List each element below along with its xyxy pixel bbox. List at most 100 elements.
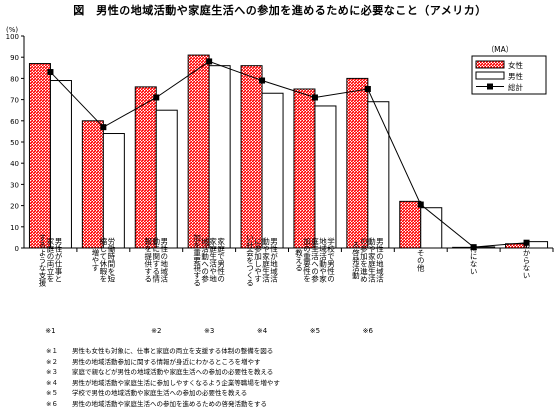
footnote: ※５ 学校で男性の地域活動や家庭生活への参加の必要性を教える — [46, 388, 280, 399]
bar-female — [28, 63, 51, 249]
point-total — [259, 77, 266, 84]
bar-male — [314, 105, 337, 249]
x-tick-label: 教える — [294, 247, 303, 271]
x-tick-label: わからない — [522, 241, 531, 279]
y-tick-label: 60 — [10, 118, 19, 126]
x-tick-label: 動に関する情 — [152, 237, 161, 283]
bar-male — [155, 109, 178, 249]
footnote: ※６ 男性の地域活動や家庭生活への参加を進めるための啓発活動をする — [46, 399, 280, 410]
bar-female — [134, 86, 157, 249]
x-tick-label: 男性の地域活 — [160, 237, 169, 283]
x-tick-label: 報を提供する — [144, 237, 153, 282]
y-tick-label: 80 — [10, 75, 19, 83]
footnote-text: 男性も女性も対象に、仕事と家庭の両立を支援する体制の整備を図る — [72, 347, 274, 355]
footnote-mark: ※２ — [46, 357, 58, 366]
x-tick-label: 庭生活への参 — [310, 236, 319, 283]
footnote-mark: ※１ — [46, 347, 58, 355]
category-footnote-mark: ※2 — [151, 327, 161, 335]
legend-swatch-female — [475, 60, 505, 69]
y-tick-label: 70 — [10, 97, 19, 105]
footnote: ※２ 男性の地域活動参加に関する情報が身近にわかるところを増やす — [46, 357, 280, 368]
bar-male — [49, 80, 72, 249]
y-tick-label: 100 — [6, 33, 19, 41]
y-tick-label: 90 — [10, 54, 19, 62]
x-tick-label: 家庭で男性の — [216, 236, 225, 282]
line-total — [50, 60, 527, 248]
x-tick-label: 加の重要性を — [302, 236, 311, 282]
footnote-text: 家庭で親などが男性の地域活動や家庭生活への参加の必要性を教える — [72, 368, 274, 377]
y-tick-label: 0 — [15, 245, 19, 253]
point-total — [523, 239, 530, 246]
x-tick-label: 縮して休暇を — [99, 236, 108, 282]
footnote-mark: ※５ — [46, 389, 58, 398]
point-total — [311, 94, 318, 101]
legend-label: 男性 — [508, 71, 523, 81]
x-tick-label: 増やす — [91, 247, 100, 271]
x-tick-label: その他 — [416, 248, 425, 272]
footnote-text: 男性の地域活動参加に関する情報が身近にわかるところを増やす — [72, 357, 261, 366]
category-footnote-mark: ※1 — [45, 327, 55, 335]
category-footnote-mark: ※5 — [310, 327, 320, 335]
point-total — [100, 124, 107, 131]
x-tick-label: る啓発活動 — [351, 241, 360, 280]
y-tick-label: 50 — [10, 139, 19, 147]
footnote-text: 学校で男性の地域活動や家庭生活への参加の必要性を教える — [72, 389, 248, 398]
x-tick-label: するような支援 — [38, 233, 47, 287]
x-tick-label: 動や家庭生活 — [367, 237, 376, 283]
x-tick-label: 地域活動や家 — [318, 236, 327, 282]
bar-female — [240, 65, 263, 249]
footnote-text: 男性の地域活動や家庭生活への参加を進めるための啓発活動をする — [72, 399, 267, 408]
y-axis-label: (%) — [6, 26, 18, 34]
legend-swatch-total-marker — [487, 83, 493, 90]
bar-male — [102, 133, 125, 249]
category-footnote-mark: ※6 — [363, 327, 374, 335]
x-tick-label: 労働時間を短 — [107, 236, 116, 282]
x-tick-label: 男性が地域活 — [269, 237, 278, 283]
bar-female — [81, 120, 104, 249]
footnote: ※１ 男性も女性も対象に、仕事と家庭の両立を支援する体制の整備を図る — [46, 346, 280, 357]
x-tick-label: い社会をつくる — [245, 234, 254, 287]
y-tick-label: 10 — [10, 224, 19, 232]
x-tick-label: 男性が仕事と — [54, 237, 63, 282]
x-tick-label: 域活動への参 — [200, 236, 209, 283]
point-total — [206, 58, 213, 65]
bar-male — [208, 65, 231, 249]
point-total — [417, 201, 424, 208]
category-footnote-mark: ※3 — [204, 327, 214, 335]
y-tick-label: 40 — [10, 160, 19, 168]
legend-label: 女性 — [508, 60, 523, 70]
y-tick-label: 20 — [10, 203, 19, 211]
unit-label: （MA） — [487, 45, 514, 54]
x-tick-label: の参加を進め — [359, 238, 368, 283]
x-tick-label: 家庭生活や地 — [208, 236, 217, 282]
bar-female — [346, 77, 369, 249]
bar-female — [293, 88, 316, 249]
footnote: ※３ 家庭で親などが男性の地域活動や家庭生活への参加の必要性を教える — [46, 367, 280, 378]
footnote: ※４ 男性が地域活動や家庭生活に参加しやすくなるよう企業等職場を増やす — [46, 378, 280, 389]
bar-male — [261, 92, 284, 249]
x-tick-label: 男性の地域活 — [375, 237, 384, 283]
footnote-mark: ※６ — [46, 399, 58, 408]
bar-male — [367, 101, 390, 249]
footnote-mark: ※３ — [46, 368, 58, 377]
bar-male — [420, 207, 443, 249]
bar-female — [399, 200, 422, 249]
bar-female — [187, 54, 210, 249]
x-tick-label: 家庭の両立を — [46, 236, 55, 282]
x-tick-label: 特にない — [469, 244, 478, 275]
y-tick-label: 30 — [10, 181, 19, 189]
legend-label: 総計 — [508, 82, 523, 92]
footnotes: ※１ 男性も女性も対象に、仕事と家庭の両立を支援する体制の整備を図る ※２ 男性の地域… — [46, 346, 280, 410]
point-total — [153, 94, 160, 101]
point-total — [470, 244, 477, 251]
x-tick-label: 動や家庭生活 — [261, 237, 270, 283]
footnote-mark: ※４ — [46, 378, 58, 387]
chart-title: 図 男性の地域活動や家庭生活への参加を進めるために必要なこと（アメリカ） — [73, 4, 487, 17]
x-tick-label: 学校で男性の — [326, 236, 335, 282]
x-tick-label: 加を重要視する — [192, 232, 201, 286]
legend-swatch-male — [475, 71, 505, 80]
category-footnote-mark: ※4 — [257, 327, 268, 335]
footnote-text: 男性が地域活動や家庭生活に参加しやすくなるよう企業等職場を増やす — [72, 378, 280, 387]
point-total — [364, 86, 371, 92]
